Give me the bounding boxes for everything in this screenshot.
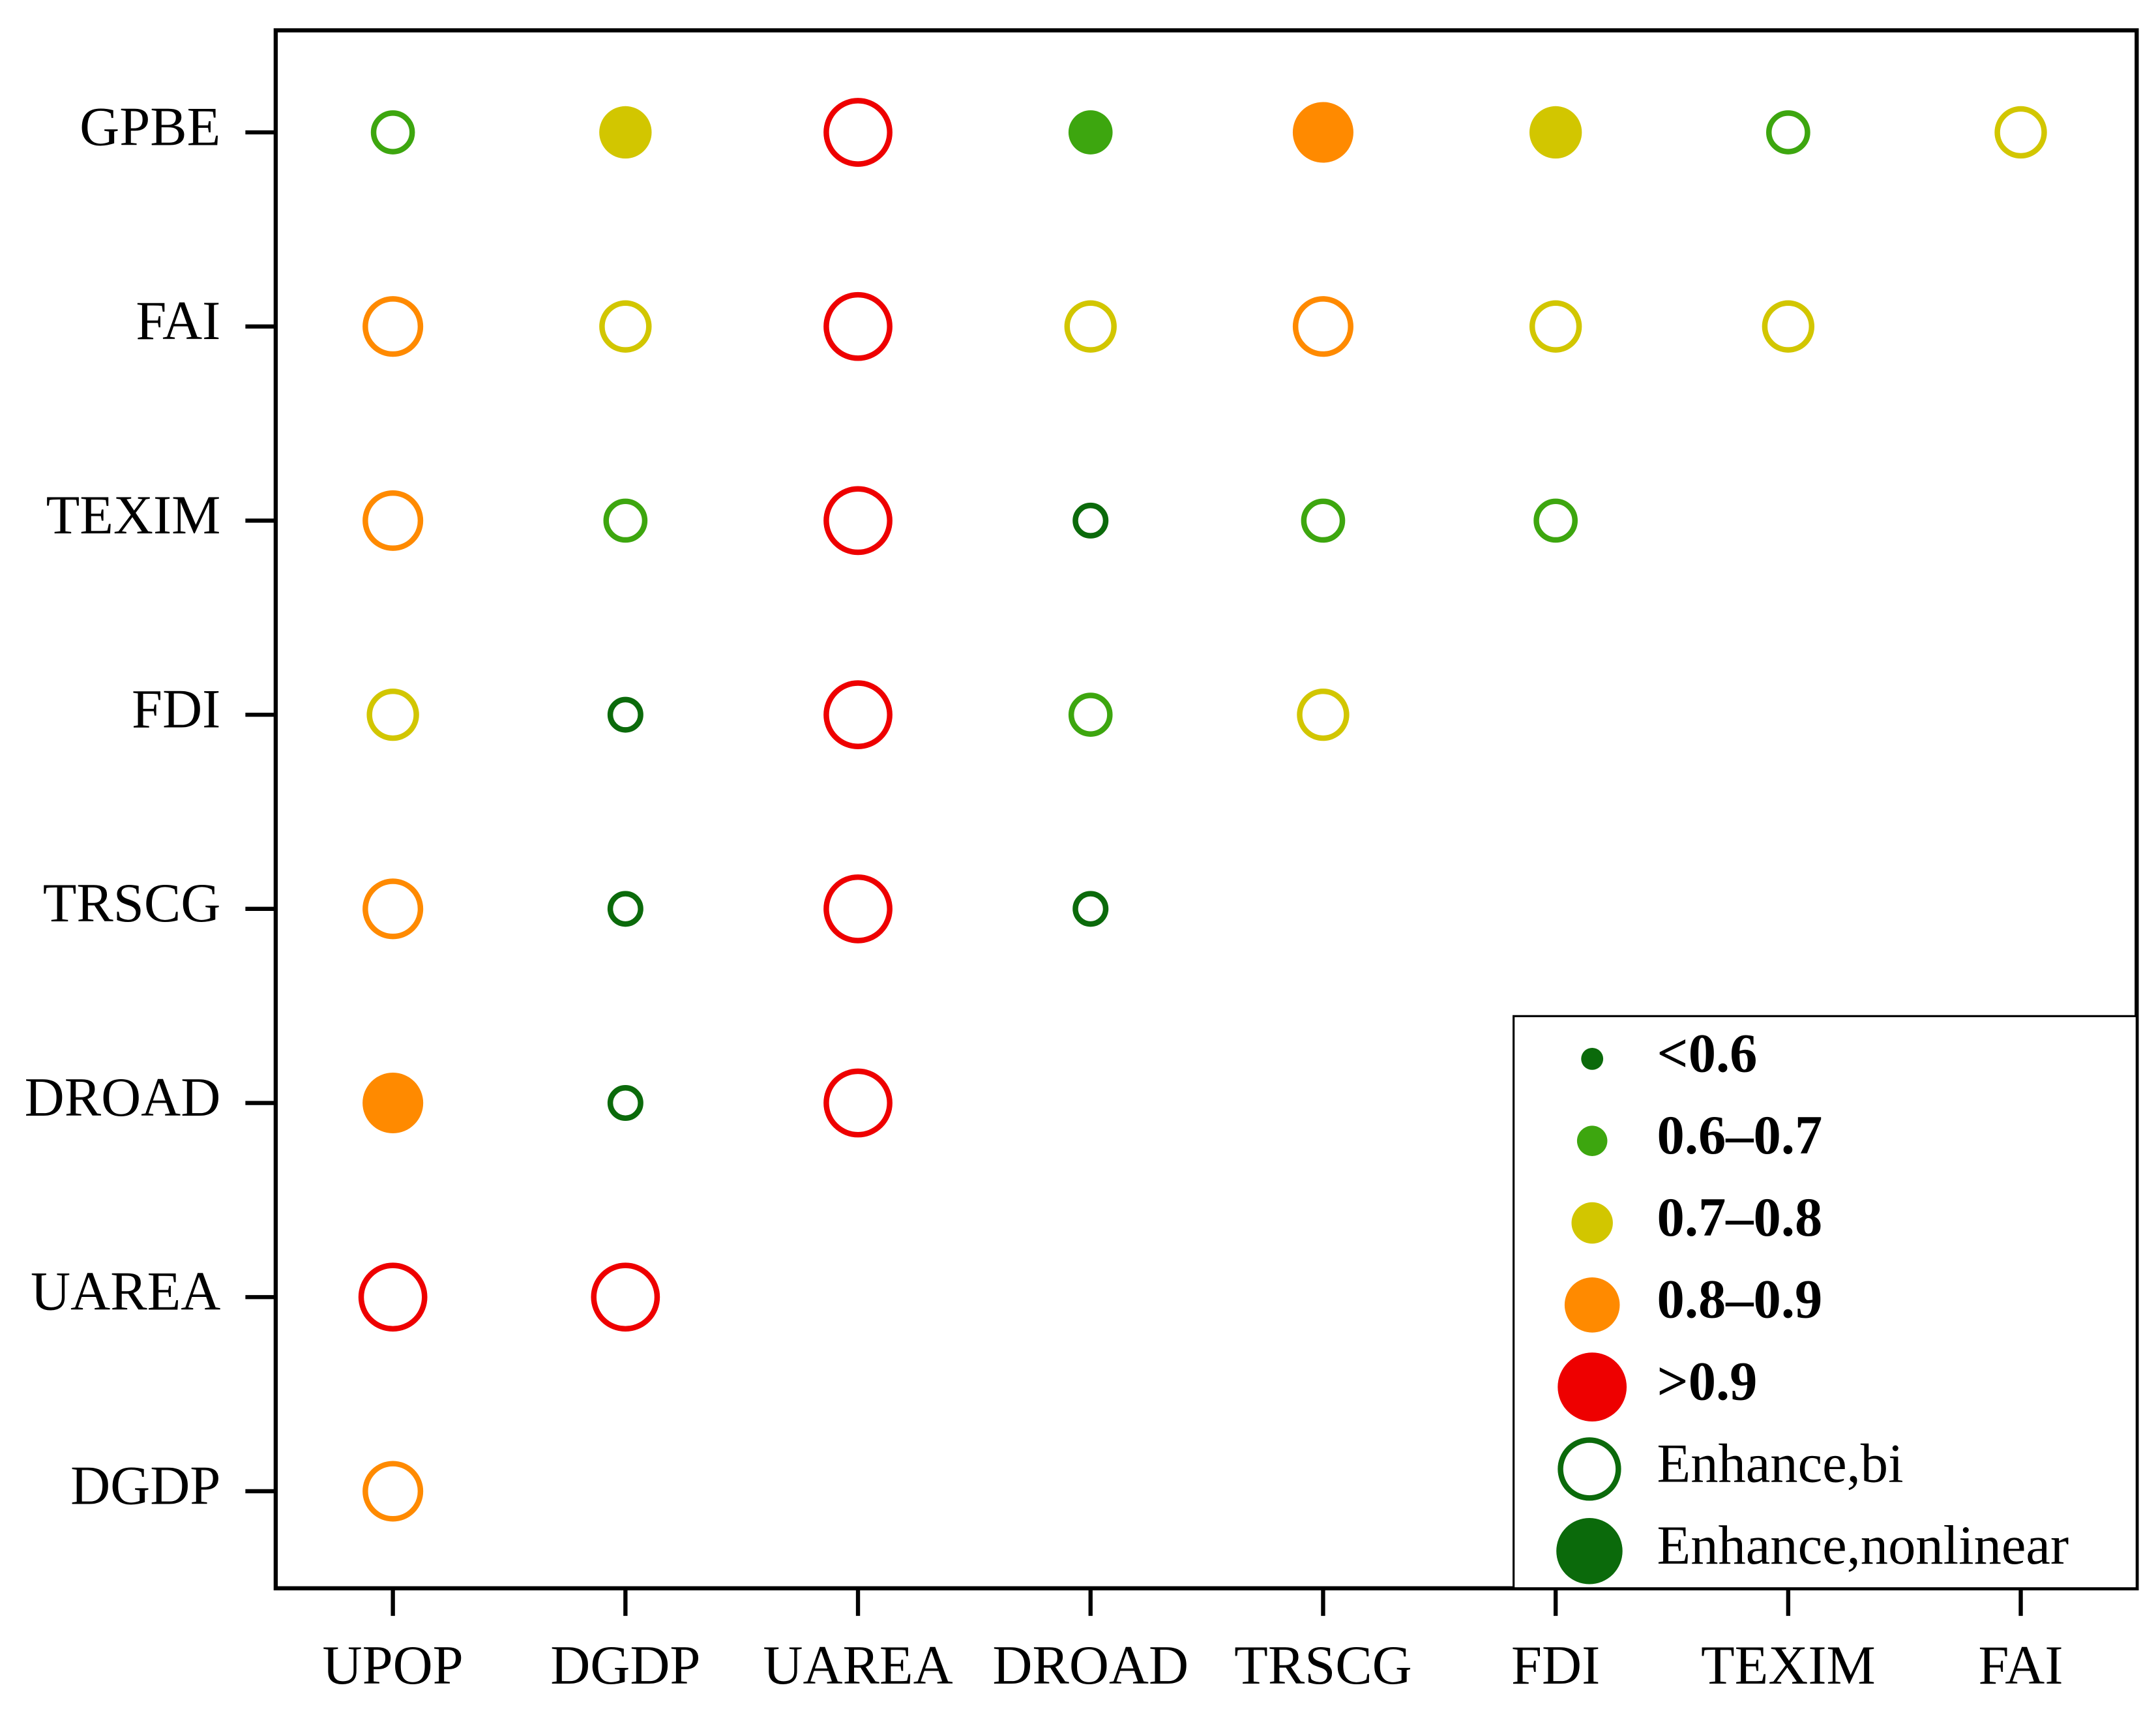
legend-marker — [1558, 1352, 1627, 1421]
bubble — [1297, 688, 1350, 741]
bubble — [1301, 498, 1346, 543]
bubble — [366, 688, 419, 741]
bubble — [1766, 110, 1810, 155]
bubble — [607, 1085, 643, 1122]
bubble — [1068, 692, 1113, 737]
bubble — [823, 680, 893, 749]
bubble — [358, 1262, 428, 1332]
legend-marker — [1556, 1517, 1623, 1585]
x-tick-label: DGDP — [550, 1635, 700, 1696]
legend-label: Enhance,bi — [1657, 1433, 1904, 1494]
bubble — [607, 891, 643, 927]
legend-label: 0.6–0.7 — [1657, 1105, 1823, 1166]
bubble — [1533, 498, 1578, 543]
bubble — [362, 490, 424, 551]
y-tick-label: DGDP — [70, 1455, 220, 1516]
x-tick-label: DROAD — [992, 1635, 1189, 1696]
x-tick-label: UPOP — [323, 1635, 464, 1696]
bubble — [362, 1073, 424, 1134]
y-tick-label: TEXIM — [46, 485, 221, 546]
bubble — [362, 296, 424, 357]
x-tick-label: TRSCG — [1234, 1635, 1412, 1696]
bubble — [823, 291, 893, 361]
bubble — [607, 696, 643, 733]
legend-label: >0.9 — [1657, 1352, 1758, 1412]
bubble — [603, 498, 648, 543]
bubble — [1762, 300, 1815, 353]
legend-marker — [1581, 1047, 1604, 1070]
bubble — [1292, 296, 1353, 357]
plot-frame — [273, 28, 2139, 1590]
bubble — [823, 486, 893, 556]
legend-marker — [1576, 1125, 1608, 1156]
bubble — [1068, 110, 1113, 155]
bubble — [1072, 502, 1109, 539]
x-tick-label: TEXIM — [1701, 1635, 1876, 1696]
bubble — [591, 1262, 660, 1332]
x-tick-label: FAI — [1979, 1635, 2063, 1696]
bubble — [1994, 106, 2047, 159]
y-tick-label: FDI — [132, 679, 220, 740]
legend-marker — [1571, 1202, 1613, 1244]
bubble — [1529, 106, 1582, 159]
legend-label: Enhance,nonlinear — [1657, 1515, 2069, 1576]
legend-marker — [1564, 1277, 1620, 1333]
legend-label: 0.7–0.8 — [1657, 1187, 1823, 1248]
bubble — [362, 878, 424, 940]
bubble — [823, 98, 893, 167]
y-tick-label: GPBE — [80, 97, 220, 157]
y-tick-label: TRSCG — [43, 873, 221, 934]
bubble — [823, 874, 893, 944]
bubble — [599, 106, 652, 159]
bubble — [823, 1068, 893, 1138]
bubble — [1064, 300, 1117, 353]
legend-label: 0.8–0.9 — [1657, 1270, 1823, 1330]
x-tick-label: FDI — [1511, 1635, 1600, 1696]
legend-label: <0.6 — [1657, 1023, 1758, 1084]
bubble — [1072, 891, 1109, 927]
bubble — [1292, 102, 1353, 163]
bubble — [599, 300, 652, 353]
y-tick-label: FAI — [136, 291, 220, 351]
x-tick-label: UAREA — [763, 1635, 952, 1696]
y-tick-label: UAREA — [31, 1262, 220, 1322]
bubble — [1529, 300, 1582, 353]
legend-marker — [1558, 1437, 1621, 1501]
bubble — [370, 110, 415, 155]
y-tick-label: DROAD — [25, 1067, 221, 1128]
bubble — [362, 1461, 424, 1522]
